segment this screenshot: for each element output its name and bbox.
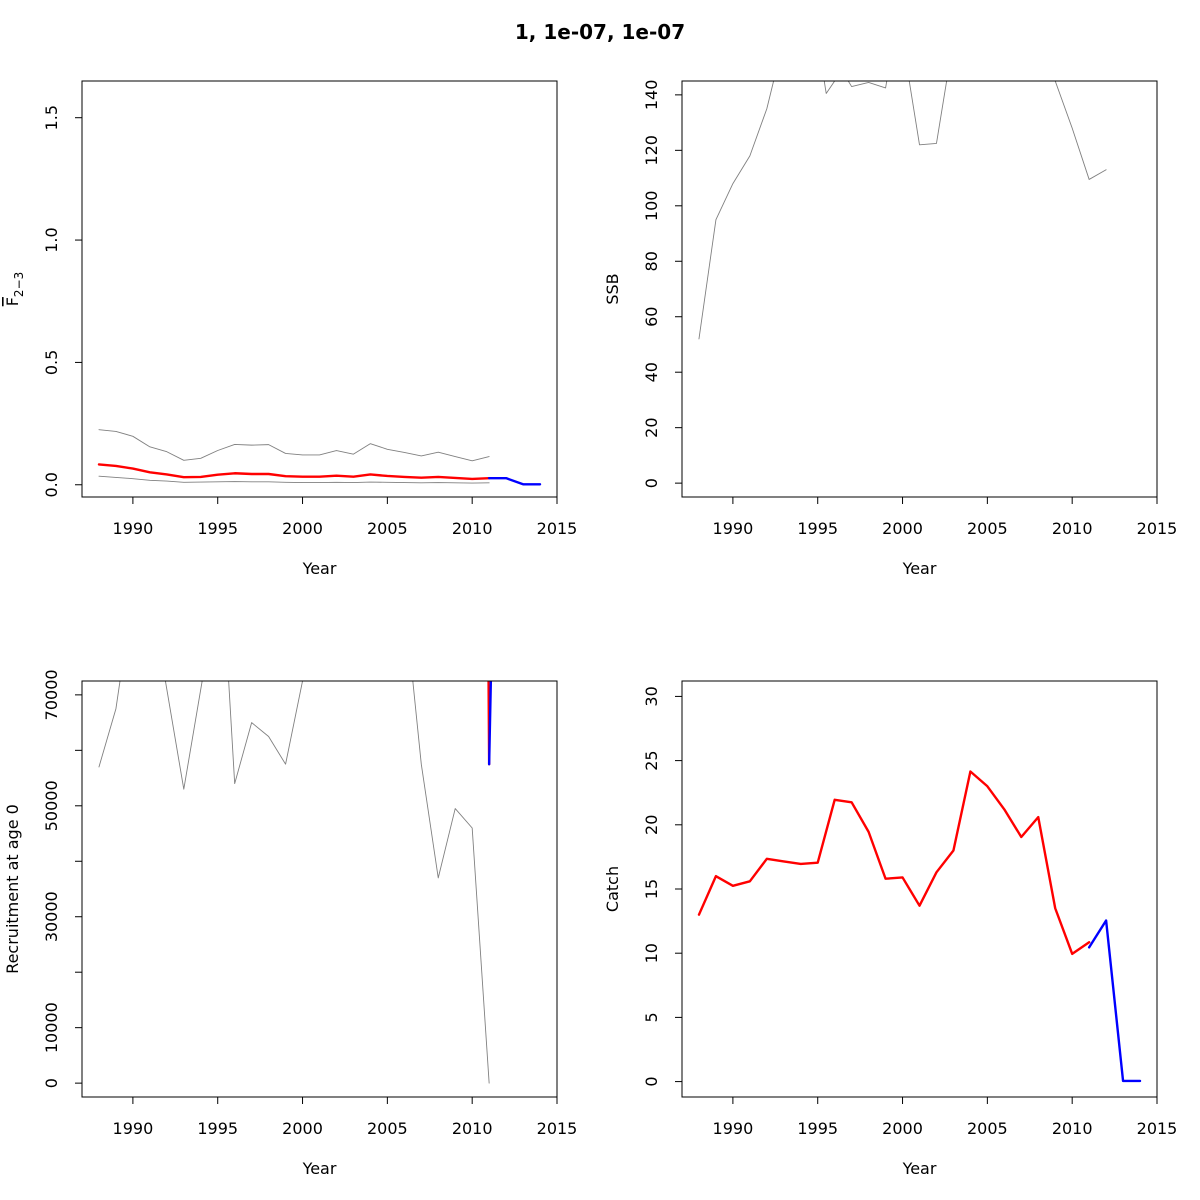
x-tick-label: 1990 xyxy=(713,519,754,538)
x-tick-label: 1990 xyxy=(113,519,154,538)
figure-title: 1, 1e-07, 1e-07 xyxy=(514,20,686,44)
x-tick-label: 2015 xyxy=(1137,519,1178,538)
y-axis-label: Recruitment at age 0 xyxy=(3,804,22,974)
y-tick-label: 30000 xyxy=(42,891,61,942)
y-tick-label: 5 xyxy=(642,1012,661,1022)
series-line-upper xyxy=(98,429,490,462)
plot-area xyxy=(697,770,1142,1083)
x-tick-label: 2015 xyxy=(1137,1119,1178,1138)
x-tick-label: 1995 xyxy=(197,519,238,538)
x-axis-label: Year xyxy=(902,1159,937,1178)
x-tick-label: 2000 xyxy=(282,1119,323,1138)
x-tick-label: 1990 xyxy=(113,1119,154,1138)
plot-box xyxy=(681,680,1158,1098)
x-tick-label: 1995 xyxy=(797,1119,838,1138)
chart-panel-bottom-right: 1990 1995 2000 2005 2010 2015 Year 0 5 10 15 20 25 30… xyxy=(603,680,1178,1178)
series-line-forecast xyxy=(1087,919,1142,1083)
y-tick-label: 0 xyxy=(42,1078,61,1088)
y-axis: 0 20 40 60 80 100 120 140 xyxy=(642,80,683,488)
y-axis: 0 10000 30000 50000 70000 xyxy=(42,669,83,1088)
x-tick-label: 2005 xyxy=(367,1119,408,1138)
y-tick-label: 0 xyxy=(642,1076,661,1086)
y-axis-label: F2−3 xyxy=(3,272,26,307)
series-line-lower xyxy=(98,475,490,484)
plot-area xyxy=(98,681,493,1084)
y-tick-label: 10000 xyxy=(42,1002,61,1053)
plot-area xyxy=(97,429,542,486)
chart-panel-bottom-left: 1990 1995 2000 2005 2010 2015 Year 0 10000 30000 5… xyxy=(3,669,578,1178)
y-tick-label: 10 xyxy=(642,943,661,963)
y-tick-label: 60 xyxy=(642,307,661,327)
y-axis-label: Catch xyxy=(603,866,622,912)
x-axis-label: Year xyxy=(902,559,937,578)
y-tick-label: 0.5 xyxy=(42,350,61,375)
x-tick-label: 2010 xyxy=(452,1119,493,1138)
x-tick-label: 2005 xyxy=(367,519,408,538)
y-tick-label: 100 xyxy=(642,191,661,222)
y-tick-label: 0 xyxy=(642,478,661,488)
y-tick-label: 30 xyxy=(642,686,661,706)
chart-panel-top-right: 1990 1995 2000 2005 2010 2015 Year 0 20 40 60 80 100… xyxy=(603,80,1178,578)
x-tick-label: 2000 xyxy=(882,519,923,538)
y-tick-label: 140 xyxy=(642,80,661,111)
y-axis: 0 5 10 15 20 25 30 xyxy=(642,686,683,1087)
x-tick-label: 1990 xyxy=(713,1119,754,1138)
series-line-interval xyxy=(228,681,303,785)
series-line-interval xyxy=(412,681,490,1084)
y-axis: 0.0 0.5 1.0 1.5 xyxy=(42,105,83,497)
y-tick-label: 0.0 xyxy=(42,472,61,497)
x-axis-label: Year xyxy=(302,559,337,578)
series-line-interval xyxy=(1054,81,1107,180)
series-line-interval xyxy=(164,681,203,790)
series-line-estimate xyxy=(697,770,1091,956)
x-tick-label: 2000 xyxy=(882,1119,923,1138)
x-tick-label: 1995 xyxy=(197,1119,238,1138)
series-line-forecast xyxy=(487,681,493,766)
x-tick-label: 1995 xyxy=(797,519,838,538)
x-axis: 1990 1995 2000 2005 2010 2015 xyxy=(713,1096,1178,1138)
series-line-interval xyxy=(98,681,121,768)
x-tick-label: 2015 xyxy=(537,1119,578,1138)
y-tick-label: 25 xyxy=(642,750,661,770)
series-line-interval xyxy=(698,81,775,340)
y-tick-label: 20 xyxy=(642,815,661,835)
y-tick-label: 50000 xyxy=(42,780,61,831)
x-tick-label: 2000 xyxy=(282,519,323,538)
y-tick-label: 1.0 xyxy=(42,227,61,252)
chart-panel-top-left: 1990 1995 2000 2005 2010 2015 Year 0.0 0.5 1.0 1.5… xyxy=(3,80,578,578)
y-tick-label: 40 xyxy=(642,362,661,382)
x-tick-label: 2010 xyxy=(1052,1119,1093,1138)
y-axis-label: SSB xyxy=(603,273,622,304)
series-line-estimate xyxy=(97,463,491,481)
x-tick-label: 2005 xyxy=(967,1119,1008,1138)
series-line-interval xyxy=(908,81,948,146)
x-tick-label: 2010 xyxy=(1052,519,1093,538)
plot-box xyxy=(81,80,558,498)
y-tick-label: 120 xyxy=(642,135,661,166)
x-axis: 1990 1995 2000 2005 2010 2015 xyxy=(113,1096,578,1138)
x-axis: 1990 1995 2000 2005 2010 2015 xyxy=(113,496,578,538)
series-line-forecast xyxy=(487,476,542,486)
x-tick-label: 2015 xyxy=(537,519,578,538)
y-tick-label: 1.5 xyxy=(42,105,61,130)
y-tick-label: 80 xyxy=(642,251,661,271)
x-tick-label: 2005 xyxy=(967,519,1008,538)
x-tick-label: 2010 xyxy=(452,519,493,538)
y-tick-label: 70000 xyxy=(42,669,61,720)
y-tick-label: 20 xyxy=(642,417,661,437)
series-line-interval xyxy=(823,81,888,94)
x-axis-label: Year xyxy=(302,1159,337,1178)
y-tick-label: 15 xyxy=(642,879,661,899)
x-axis: 1990 1995 2000 2005 2010 2015 xyxy=(713,496,1178,538)
plot-area xyxy=(698,81,1107,340)
